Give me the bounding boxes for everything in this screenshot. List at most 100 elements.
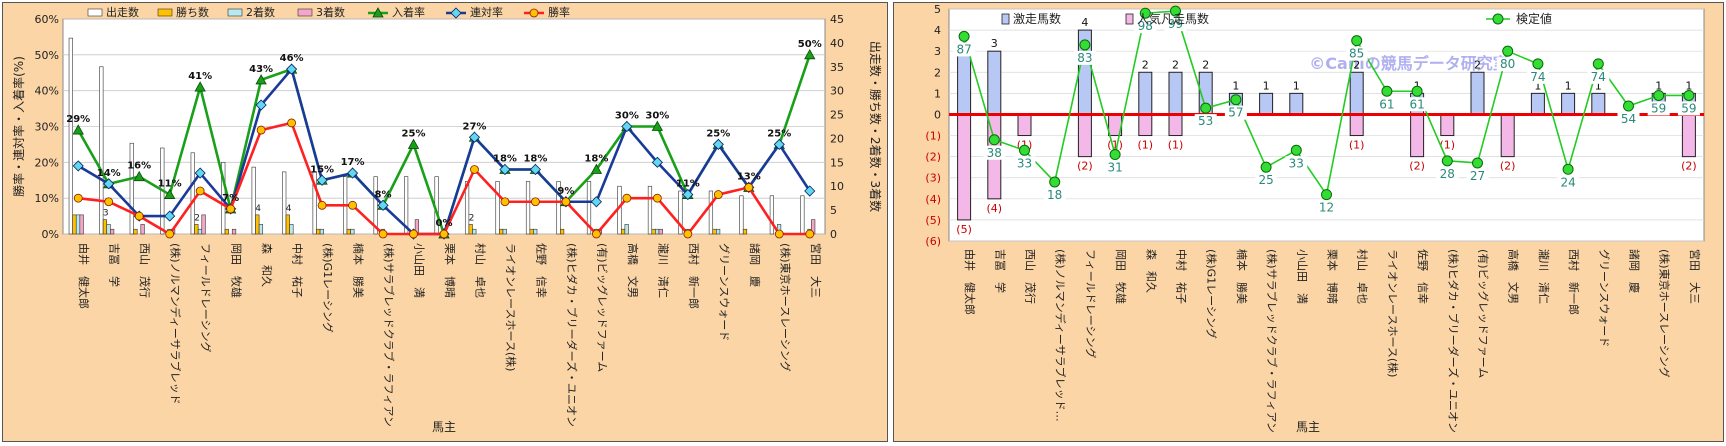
legend-swatch	[1125, 13, 1134, 25]
legend-label: 勝ち数	[176, 5, 209, 19]
test-value-label: 87	[956, 42, 971, 56]
legend-label: 人気凡走馬数	[1137, 11, 1209, 26]
bar-1	[678, 190, 683, 235]
series-marker	[134, 211, 144, 221]
upset-value-label: 1	[1595, 79, 1602, 92]
y-tick-label-negative: (5)	[925, 214, 941, 227]
series-marker	[407, 138, 420, 149]
legend-marker	[450, 7, 462, 19]
x-tick-label: 中村 祐子	[1175, 249, 1189, 304]
bar-2	[224, 228, 229, 235]
popular-bar	[957, 113, 972, 221]
bar-2	[651, 228, 656, 235]
series-marker	[72, 160, 84, 172]
series-marker	[72, 124, 84, 135]
data-label: 43%	[249, 64, 273, 75]
x-tick-label: 村山 卓也	[473, 243, 487, 298]
x-tick-label: フィールドレーシング	[199, 243, 213, 353]
bar-4	[110, 228, 115, 235]
upset-bar	[1561, 92, 1576, 115]
data-label: 13%	[737, 171, 761, 182]
test-marker	[958, 30, 970, 42]
series-marker	[590, 196, 602, 208]
test-value-label: 33	[1017, 156, 1032, 170]
y-tick-label: 30%	[35, 121, 59, 134]
data-label: 46%	[280, 53, 304, 64]
bar-2	[194, 224, 199, 235]
test-label-box	[1406, 97, 1429, 112]
test-value-label: 59	[1681, 101, 1696, 115]
upset-value-label: 1	[1534, 79, 1541, 92]
y2-tick-label: 5	[830, 204, 837, 217]
x-tick-label: 岡田 牧雄	[1114, 249, 1128, 304]
data-label: 18%	[584, 154, 608, 165]
test-label-box	[1134, 19, 1157, 34]
upset-value-label: 1	[1232, 79, 1239, 92]
bar-4	[231, 228, 237, 235]
x-tick-label: (株)ノルマンディーサラブレッド	[169, 243, 183, 405]
bar-1	[769, 195, 774, 235]
test-marker	[1562, 163, 1574, 175]
y-tick-label: 40%	[35, 85, 59, 98]
x-tick-label: 諸岡 慶	[748, 243, 762, 287]
x-tick-label: 楠本 勝美	[1235, 249, 1249, 304]
y-tick-label-negative: (2)	[925, 151, 941, 164]
series-marker	[194, 81, 206, 92]
test-label-box	[1496, 57, 1519, 72]
bar-4	[79, 214, 84, 235]
x-tick-label: 瀧川 清仁	[1537, 249, 1550, 304]
test-marker	[1170, 5, 1181, 17]
test-label-box	[1043, 187, 1066, 202]
popular-value-label: (2)	[1681, 160, 1697, 173]
series-marker	[195, 186, 205, 196]
test-marker	[1411, 85, 1423, 97]
series-marker	[286, 63, 298, 75]
x-axis-title: 馬主	[432, 420, 456, 434]
test-marker	[1623, 100, 1634, 112]
upset-bar	[987, 50, 1002, 115]
x-tick-label: 佐野 信幸	[534, 243, 548, 298]
bar-3	[655, 228, 660, 235]
upset-value-label: 3	[991, 37, 998, 50]
data-label: 25%	[706, 128, 730, 139]
x-tick-label: 中村 祐子	[291, 243, 305, 298]
popular-value-label: (2)	[1077, 160, 1093, 173]
bar-2	[529, 228, 534, 235]
test-label-box	[1436, 166, 1459, 181]
bar-value-label: 2	[194, 213, 200, 223]
y2-tick-label: 30	[830, 85, 844, 98]
series-marker	[683, 229, 693, 239]
popular-bar	[1681, 113, 1696, 158]
popular-bar	[1017, 113, 1032, 137]
x-tick-label: (有)ビッグレッドファーム	[595, 243, 609, 372]
series-marker	[103, 178, 115, 190]
series-marker	[651, 120, 664, 131]
series-marker	[255, 74, 267, 85]
test-value-label: 54	[1621, 112, 1636, 126]
y-tick-label-negative: (3)	[925, 172, 941, 185]
test-marker	[1290, 144, 1302, 156]
data-label: 7%	[222, 193, 239, 204]
series-marker	[226, 204, 236, 214]
x-tick-label: 森 和久	[1144, 249, 1158, 293]
x-tick-label: 栗本 博晴	[1326, 249, 1340, 304]
upset-bar	[1591, 92, 1606, 115]
test-label-box	[1224, 105, 1247, 120]
bar-2	[102, 219, 108, 235]
test-marker	[1321, 189, 1332, 201]
y-tick-label-negative: (4)	[925, 193, 941, 206]
bar-3	[197, 228, 203, 235]
bar-2	[742, 228, 748, 235]
bar-3	[258, 224, 264, 235]
test-value-label: 59	[1651, 101, 1666, 115]
x-tick-label: 高橋 文男	[626, 243, 640, 298]
test-label-box	[1345, 46, 1368, 61]
test-value-label: 61	[1379, 97, 1394, 111]
test-marker	[1381, 85, 1393, 97]
test-marker	[1200, 102, 1212, 114]
data-label: 50%	[798, 39, 822, 50]
y2-tick-label: 45	[830, 13, 844, 26]
bar-2	[346, 228, 351, 235]
bar-1	[282, 171, 287, 235]
y-tick-label: 50%	[35, 49, 59, 62]
